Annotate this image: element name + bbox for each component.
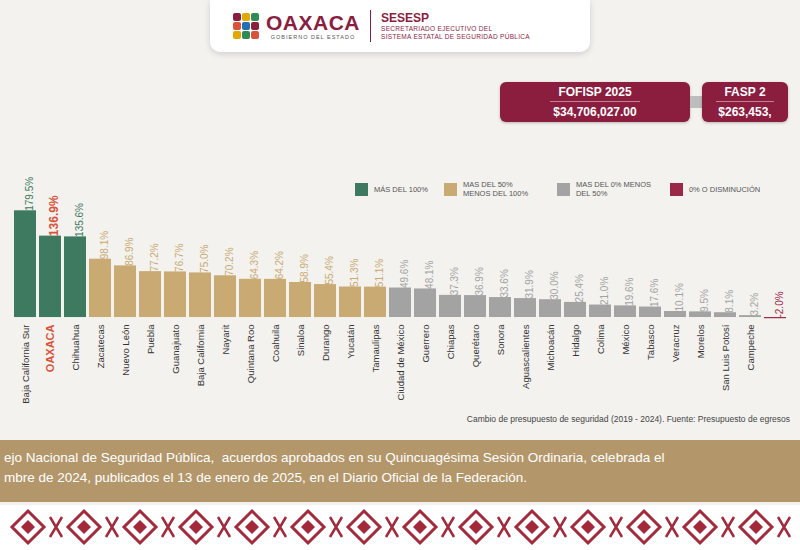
svg-text:Zacatecas: Zacatecas bbox=[95, 324, 106, 368]
svg-text:33.6%: 33.6% bbox=[499, 269, 510, 297]
html-text:SECRETARIADO EJECUTIVO DEL: SECRETARIADO EJECUTIVO DEL bbox=[381, 25, 493, 33]
svg-text:Aguascalientes: Aguascalientes bbox=[520, 324, 531, 389]
svg-text:Morelos: Morelos bbox=[695, 324, 706, 358]
svg-text:30.0%: 30.0% bbox=[549, 271, 560, 299]
svg-text:San Luis Potosí: San Luis Potosí bbox=[720, 324, 731, 391]
html-text:FASP 2: FASP 2 bbox=[724, 85, 766, 99]
svg-text:10.1%: 10.1% bbox=[674, 283, 685, 311]
html-text:mbre de 2024, publicados el 13: mbre de 2024, publicados el 13 de enero … bbox=[4, 469, 528, 485]
svg-text:64.2%: 64.2% bbox=[274, 251, 285, 279]
html-text:FOFISP 2025: FOFISP 2025 bbox=[558, 85, 632, 99]
svg-text:Hidalgo: Hidalgo bbox=[570, 325, 581, 357]
svg-text:Veracruz: Veracruz bbox=[670, 324, 681, 362]
svg-text:49.6%: 49.6% bbox=[399, 260, 410, 288]
html-text:GOBIERNO DEL ESTADO: GOBIERNO DEL ESTADO bbox=[270, 33, 356, 40]
svg-text:21.0%: 21.0% bbox=[599, 277, 610, 305]
html-text:MAS DEL 0% MENOS DEL 50%: MAS DEL 0% MENOS DEL 50% bbox=[575, 180, 652, 198]
svg-text:9.5%: 9.5% bbox=[699, 289, 710, 312]
svg-text:Nuevo León: Nuevo León bbox=[120, 325, 131, 376]
svg-text:31.9%: 31.9% bbox=[524, 270, 535, 298]
svg-text:Puebla: Puebla bbox=[145, 324, 156, 354]
svg-text:México: México bbox=[620, 325, 631, 355]
svg-text:Colima: Colima bbox=[595, 324, 606, 354]
svg-text:64.3%: 64.3% bbox=[249, 251, 260, 279]
html-text:SISTEMA ESTATAL DE SEGURIDAD P: SISTEMA ESTATAL DE SEGURIDAD PÚBLICA bbox=[381, 32, 530, 40]
svg-text:Guanajuato: Guanajuato bbox=[170, 325, 181, 374]
html-text:$263,453,: $263,453, bbox=[718, 105, 772, 119]
html-text:Cambio de presupuesto de segur: Cambio de presupuesto de seguridad (2019… bbox=[466, 414, 790, 424]
svg-text:36.9%: 36.9% bbox=[474, 267, 485, 295]
html-text:MAS DEL 50% MENOS DEL 100%: MAS DEL 50% MENOS DEL 100% bbox=[462, 180, 529, 198]
svg-text:58.9%: 58.9% bbox=[299, 254, 310, 282]
svg-text:75.0%: 75.0% bbox=[199, 244, 210, 272]
svg-text:Chihuahua: Chihuahua bbox=[70, 324, 81, 371]
svg-text:48.1%: 48.1% bbox=[424, 260, 435, 288]
svg-text:8.1%: 8.1% bbox=[724, 290, 735, 313]
svg-text:Querétaro: Querétaro bbox=[470, 325, 481, 368]
html-text:ejo Nacional de Seguridad Públ: ejo Nacional de Seguridad Pública, acuer… bbox=[4, 450, 665, 465]
svg-text:Coahuila: Coahuila bbox=[270, 324, 281, 362]
html-text:MÁS DEL 100%: MÁS DEL 100% bbox=[374, 184, 428, 194]
svg-text:-2.0%: -2.0% bbox=[774, 291, 785, 317]
svg-text:55.4%: 55.4% bbox=[324, 256, 335, 284]
html-text:OAXACA: OAXACA bbox=[266, 10, 360, 34]
svg-text:51.3%: 51.3% bbox=[349, 259, 360, 287]
svg-text:Baja California: Baja California bbox=[195, 324, 206, 386]
svg-text:Baja California Sur: Baja California Sur bbox=[20, 325, 31, 404]
svg-text:Campeche: Campeche bbox=[745, 325, 756, 371]
svg-text:Guerrero: Guerrero bbox=[420, 325, 431, 363]
svg-text:Nayarit: Nayarit bbox=[220, 324, 231, 354]
svg-text:98.1%: 98.1% bbox=[99, 231, 110, 259]
svg-text:Quintana Roo: Quintana Roo bbox=[245, 325, 256, 384]
svg-text:37.3%: 37.3% bbox=[449, 267, 460, 295]
svg-text:86.9%: 86.9% bbox=[124, 237, 135, 265]
svg-text:25.4%: 25.4% bbox=[574, 274, 585, 302]
svg-text:179.5%: 179.5% bbox=[24, 177, 35, 211]
svg-text:Michoacán: Michoacán bbox=[545, 325, 556, 371]
html-text:0% O DISMINUCIÓN: 0% O DISMINUCIÓN bbox=[688, 184, 761, 194]
svg-text:Durango: Durango bbox=[320, 325, 331, 361]
svg-text:17.6%: 17.6% bbox=[649, 279, 660, 307]
svg-text:Chiapas: Chiapas bbox=[445, 324, 456, 359]
svg-text:51.1%: 51.1% bbox=[374, 259, 385, 287]
svg-text:Tabasco: Tabasco bbox=[645, 325, 656, 360]
svg-text:135.6%: 135.6% bbox=[74, 203, 85, 237]
svg-text:Ciudad de México: Ciudad de México bbox=[395, 325, 406, 401]
svg-text:Tamaulipas: Tamaulipas bbox=[370, 324, 381, 372]
svg-text:3.2%: 3.2% bbox=[749, 293, 760, 316]
svg-text:OAXACA: OAXACA bbox=[44, 324, 56, 372]
html-text:$34,706,027.00: $34,706,027.00 bbox=[553, 105, 637, 119]
svg-text:19.6%: 19.6% bbox=[624, 277, 635, 305]
svg-text:Yucatán: Yucatán bbox=[345, 325, 356, 359]
svg-text:Sonora: Sonora bbox=[495, 324, 506, 355]
svg-text:136.9%: 136.9% bbox=[47, 195, 61, 236]
html-text:SESESP: SESESP bbox=[381, 10, 429, 25]
svg-text:76.7%: 76.7% bbox=[174, 243, 185, 271]
svg-text:Sinaloa: Sinaloa bbox=[295, 324, 306, 356]
svg-text:77.2%: 77.2% bbox=[149, 243, 160, 271]
svg-text:70.2%: 70.2% bbox=[224, 247, 235, 275]
